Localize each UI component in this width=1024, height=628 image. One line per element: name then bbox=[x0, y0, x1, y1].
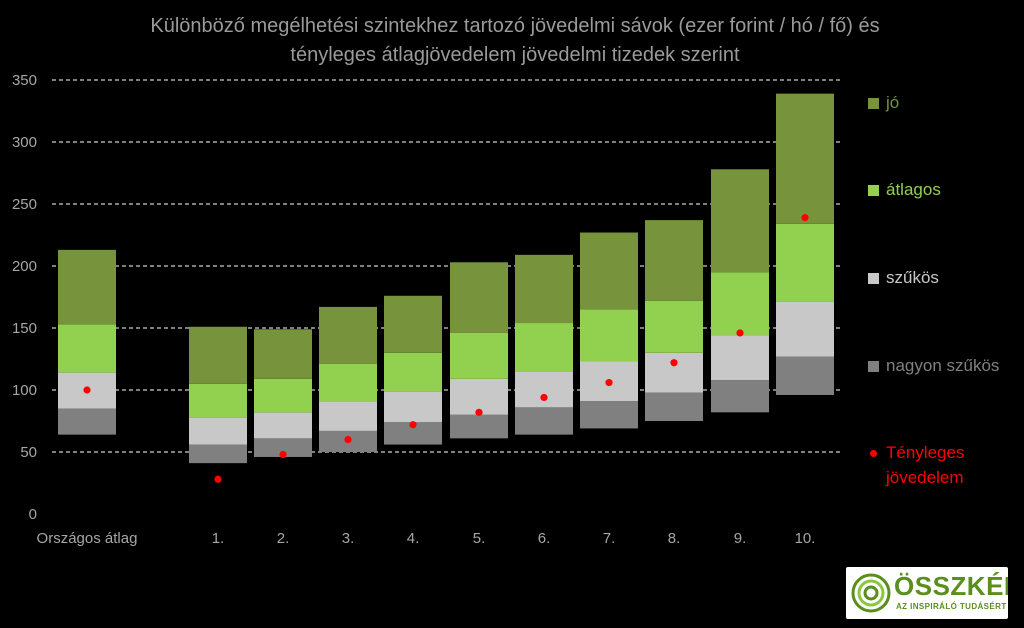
bar-nagyon-szűkös-8 bbox=[645, 392, 703, 421]
legend-label-atlagos: átlagos bbox=[886, 180, 941, 199]
bar-jó-7 bbox=[580, 232, 638, 310]
bar-átlagos-1 bbox=[189, 383, 247, 418]
bar-jó-1 bbox=[189, 326, 247, 384]
bar-nagyon-szűkös-0 bbox=[58, 408, 116, 435]
bar-nagyon-szűkös-6 bbox=[515, 407, 573, 435]
bar-nagyon-szűkös-4 bbox=[384, 422, 442, 445]
bar-szűkös-9 bbox=[711, 335, 769, 381]
point-tenyleges-jovedelem-3 bbox=[344, 436, 352, 444]
logo-tagline: AZ INSPIRÁLÓ TUDÁSÉRT bbox=[896, 602, 1007, 611]
y-tick-label-300: 300 bbox=[12, 134, 37, 151]
logo-name: ÖSSZKÉP bbox=[894, 571, 1008, 601]
x-tick-label-2: 2. bbox=[277, 530, 290, 547]
y-tick-label-250: 250 bbox=[12, 196, 37, 213]
legend-label-tenyleges-line-2: jövedelem bbox=[886, 468, 964, 487]
bar-átlagos-9 bbox=[711, 272, 769, 336]
x-tick-label-9: 9. bbox=[734, 530, 747, 547]
bar-átlagos-8 bbox=[645, 300, 703, 353]
legend-swatch-nagyon-szukos bbox=[868, 361, 879, 372]
bar-szűkös-6 bbox=[515, 371, 573, 408]
chart-title: Különböző megélhetési szintekhez tartozó… bbox=[60, 12, 970, 70]
x-tick-label-4: 4. bbox=[407, 530, 420, 547]
bar-szűkös-8 bbox=[645, 352, 703, 393]
point-tenyleges-jovedelem-8 bbox=[670, 359, 678, 367]
x-tick-label-8: 8. bbox=[668, 530, 681, 547]
point-tenyleges-jovedelem-4 bbox=[409, 421, 417, 429]
bar-átlagos-7 bbox=[580, 309, 638, 362]
point-tenyleges-jovedelem-2 bbox=[279, 450, 287, 459]
bar-szűkös-1 bbox=[189, 417, 247, 445]
bar-jó-10 bbox=[776, 93, 834, 224]
bar-jó-5 bbox=[450, 262, 508, 333]
bar-átlagos-5 bbox=[450, 332, 508, 379]
bar-szűkös-4 bbox=[384, 391, 442, 423]
bar-jó-3 bbox=[319, 306, 377, 364]
bar-nagyon-szűkös-5 bbox=[450, 414, 508, 439]
x-tick-label-6: 6. bbox=[538, 530, 551, 547]
logo-mark-icon bbox=[851, 573, 891, 613]
bar-nagyon-szűkös-9 bbox=[711, 380, 769, 413]
bar-jó-9 bbox=[711, 169, 769, 273]
y-tick-label-150: 150 bbox=[12, 320, 37, 337]
bar-átlagos-6 bbox=[515, 323, 573, 372]
x-tick-label-1: 1. bbox=[212, 530, 225, 547]
legend-swatch-jo bbox=[868, 98, 879, 109]
y-tick-label-0: 0 bbox=[29, 506, 37, 523]
x-tick-label-5: 5. bbox=[473, 530, 486, 547]
bar-jó-6 bbox=[515, 254, 573, 324]
bar-átlagos-3 bbox=[319, 363, 377, 402]
bar-átlagos-4 bbox=[384, 352, 442, 392]
point-tenyleges-jovedelem-0 bbox=[83, 386, 91, 394]
point-tenyleges-jovedelem-9 bbox=[736, 329, 744, 337]
point-tenyleges-jovedelem-6 bbox=[540, 393, 548, 402]
y-tick-label-200: 200 bbox=[12, 258, 37, 275]
bar-nagyon-szűkös-7 bbox=[580, 401, 638, 429]
legend-label-tenyleges-line-1: Tényleges bbox=[886, 443, 965, 462]
bar-nagyon-szűkös-10 bbox=[776, 356, 834, 395]
bar-szűkös-3 bbox=[319, 401, 377, 431]
legend-label-nagyon-szukos: nagyon szűkös bbox=[886, 356, 1000, 375]
x-tick-label-7: 7. bbox=[603, 530, 616, 547]
bar-nagyon-szűkös-2 bbox=[254, 438, 312, 457]
chart-title-line-2: tényleges átlagjövedelem jövedelmi tized… bbox=[290, 44, 740, 66]
point-tenyleges-jovedelem-10 bbox=[801, 214, 809, 222]
osszkep-logo: ÖSSZKÉP AZ INSPIRÁLÓ TUDÁSÉRT bbox=[846, 567, 1008, 619]
point-tenyleges-jovedelem-7 bbox=[605, 378, 613, 387]
y-tick-label-350: 350 bbox=[12, 72, 37, 89]
x-tick-label-3: 3. bbox=[342, 530, 355, 547]
bar-jó-8 bbox=[645, 220, 703, 301]
bar-átlagos-0 bbox=[58, 324, 116, 373]
x-tick-label-10: 10. bbox=[795, 530, 816, 547]
legend-marker-tenyleges-jovedelem bbox=[870, 450, 877, 457]
bar-szűkös-10 bbox=[776, 301, 834, 357]
bar-nagyon-szűkös-1 bbox=[189, 444, 247, 464]
point-tenyleges-jovedelem-1 bbox=[214, 475, 222, 483]
x-tick-label-0: Országos átlag bbox=[37, 530, 138, 547]
y-tick-label-100: 100 bbox=[12, 382, 37, 399]
bar-jó-0 bbox=[58, 249, 116, 325]
bar-átlagos-10 bbox=[776, 223, 834, 302]
bar-jó-4 bbox=[384, 295, 442, 353]
bar-szűkös-2 bbox=[254, 412, 312, 439]
legend-swatch-atlagos bbox=[868, 185, 879, 196]
y-tick-label-50: 50 bbox=[20, 444, 37, 461]
legend-label-jo: jó bbox=[886, 93, 900, 112]
bar-átlagos-2 bbox=[254, 378, 312, 413]
point-tenyleges-jovedelem-5 bbox=[475, 408, 483, 416]
legend-swatch-szukos bbox=[868, 273, 879, 284]
chart-title-line-1: Különböző megélhetési szintekhez tartozó… bbox=[150, 15, 880, 37]
bar-jó-2 bbox=[254, 329, 312, 379]
legend-label-szukos: szűkös bbox=[886, 268, 939, 287]
